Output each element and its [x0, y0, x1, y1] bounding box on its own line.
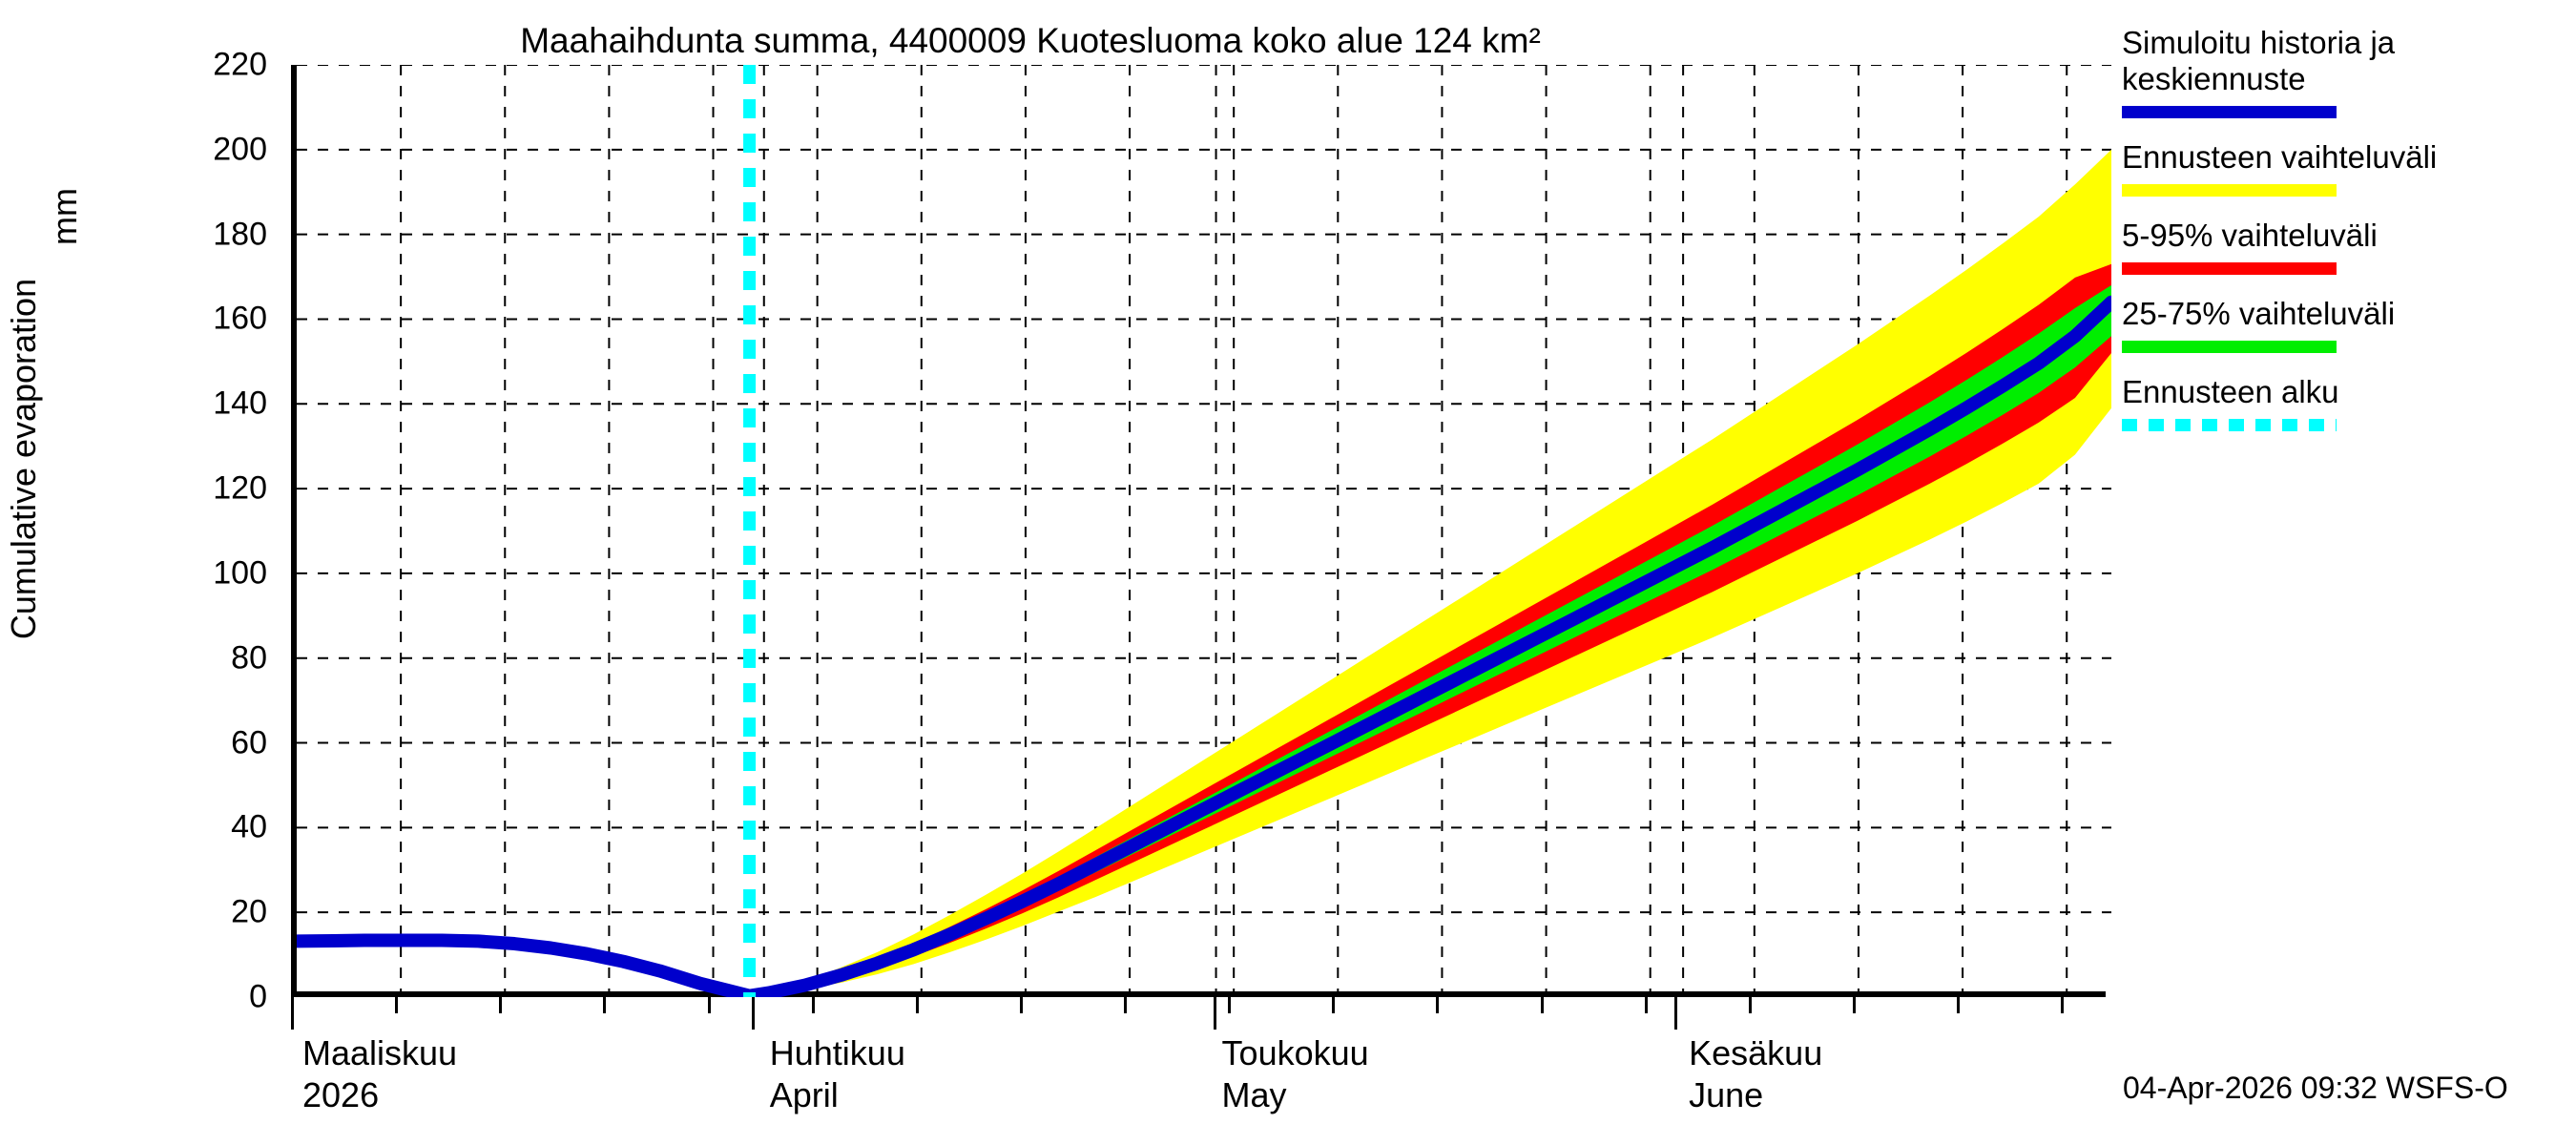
y-tick-label: 140 [213, 385, 267, 422]
legend-swatch [2122, 184, 2337, 197]
x-tick-major [1213, 997, 1216, 1030]
legend-swatch [2122, 262, 2337, 275]
y-tick-label: 80 [231, 639, 267, 677]
y-tick-label: 220 [213, 46, 267, 83]
plot-area [291, 65, 2111, 997]
x-tick-minor [1852, 997, 1856, 1013]
x-tick-minor [499, 997, 503, 1013]
x-tick-minor [1332, 997, 1336, 1013]
chart-canvas [297, 65, 2111, 997]
x-month-label-fi: Kesäkuu [1689, 1033, 1823, 1072]
legend-label: Ennusteen vaihteluväli [2122, 139, 2438, 175]
y-tick-label: 160 [213, 300, 267, 337]
y-tick-label: 20 [231, 893, 267, 930]
x-month-label-en: 2026 [302, 1075, 380, 1114]
x-month-label-fi: Maaliskuu [302, 1033, 458, 1072]
y-axis-tick-labels: 0 20 40 60 80 100 120 140 160 180 200 220 [114, 0, 267, 1145]
x-axis-ticks [291, 997, 2113, 1035]
legend-swatch [2122, 341, 2337, 353]
x-tick-major [752, 997, 756, 1030]
y-tick-label: 120 [213, 469, 267, 507]
x-tick-minor [811, 997, 815, 1013]
x-tick-minor [603, 997, 607, 1013]
x-tick-minor [1019, 997, 1023, 1013]
y-tick-label: 180 [213, 216, 267, 253]
y-axis-title: Cumulative evaporation [4, 278, 43, 640]
x-tick-minor [1957, 997, 1961, 1013]
x-tick-minor [395, 997, 399, 1013]
y-axis-unit: mm [44, 188, 84, 245]
x-axis-month-label: Toukokuu May [1222, 1032, 1369, 1116]
x-tick-major [1673, 997, 1677, 1030]
x-axis-month-label: Huhtikuu April [770, 1032, 905, 1116]
legend-label: Simuloitu historia ja [2122, 25, 2396, 60]
x-tick-minor [2061, 997, 2065, 1013]
legend-swatch [2122, 106, 2337, 118]
x-month-label-en: May [1221, 1075, 1287, 1114]
x-axis-month-label: Kesäkuu June [1689, 1032, 1822, 1116]
y-tick-label: 40 [231, 808, 267, 845]
x-month-label-fi: Toukokuu [1221, 1033, 1369, 1072]
legend-label: 5-95% vaihteluväli [2122, 218, 2378, 253]
x-axis-month-label: Maaliskuu 2026 [302, 1032, 457, 1116]
y-tick-label: 60 [231, 724, 267, 761]
page-title: Maahaihdunta summa, 4400009 Kuotesluoma … [520, 21, 1541, 60]
legend-entry: Simuloitu historia ja keskiennuste [2122, 25, 2570, 118]
x-tick-minor [1228, 997, 1232, 1013]
x-tick-minor [915, 997, 919, 1013]
legend-entry: 5-95% vaihteluväli [2122, 218, 2570, 275]
y-tick-label: 0 [249, 978, 267, 1015]
chart-legend: Simuloitu historia ja keskiennuste Ennuste… [2122, 25, 2570, 452]
x-tick-minor [1124, 997, 1128, 1013]
legend-entry: Ennusteen alku [2122, 374, 2570, 431]
y-tick-label: 200 [213, 131, 267, 168]
legend-label: 25-75% vaihteluväli [2122, 296, 2396, 331]
legend-entry: 25-75% vaihteluväli [2122, 296, 2570, 353]
x-tick-minor [1436, 997, 1440, 1013]
x-tick-major [291, 997, 294, 1030]
timestamp-stamp: 04-Apr-2026 09:32 WSFS-O [2123, 1071, 2508, 1105]
legend-label-line2: keskiennuste [2122, 61, 2306, 96]
legend-entry: Ennusteen vaihteluväli [2122, 139, 2570, 197]
y-tick-label: 100 [213, 554, 267, 592]
x-tick-minor [707, 997, 711, 1013]
x-tick-minor [1748, 997, 1752, 1013]
x-month-label-en: June [1689, 1075, 1764, 1114]
x-tick-minor [1644, 997, 1648, 1013]
x-tick-minor [1540, 997, 1544, 1013]
x-month-label-en: April [769, 1075, 839, 1114]
x-month-label-fi: Huhtikuu [769, 1033, 905, 1072]
legend-label: Ennusteen alku [2122, 374, 2339, 409]
legend-swatch [2122, 419, 2337, 431]
